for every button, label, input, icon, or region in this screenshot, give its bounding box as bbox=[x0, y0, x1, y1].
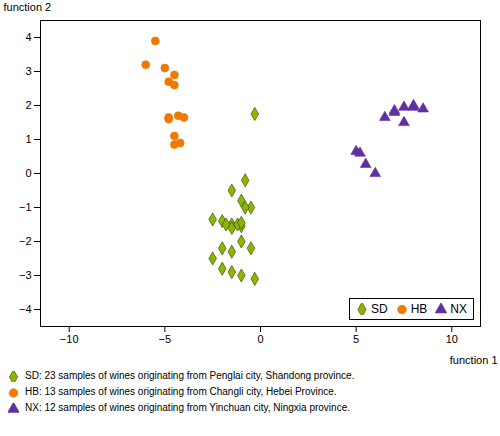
svg-text:−4: −4 bbox=[19, 303, 32, 315]
html-text:NX: NX bbox=[450, 302, 467, 316]
svg-text:−3: −3 bbox=[19, 269, 32, 281]
svg-text:3: 3 bbox=[25, 65, 31, 77]
svg-text:10: 10 bbox=[446, 333, 458, 345]
html-text:SD: 23 samples of wines origin: SD: 23 samples of wines originating from… bbox=[25, 370, 355, 381]
svg-text:−10: −10 bbox=[60, 333, 79, 345]
svg-text:function 2: function 2 bbox=[4, 1, 52, 13]
svg-text:4: 4 bbox=[25, 31, 31, 43]
html-text:HB: 13 samples of wines origin: HB: 13 samples of wines originating from… bbox=[25, 386, 337, 397]
svg-text:0: 0 bbox=[257, 333, 263, 345]
svg-text:1: 1 bbox=[25, 133, 31, 145]
html-text:NX: 12 samples of wines origin: NX: 12 samples of wines originating from… bbox=[25, 402, 350, 413]
svg-text:2: 2 bbox=[25, 99, 31, 111]
svg-text:0: 0 bbox=[25, 167, 31, 179]
svg-text:−1: −1 bbox=[19, 201, 32, 213]
svg-text:−2: −2 bbox=[19, 235, 32, 247]
svg-text:5: 5 bbox=[353, 333, 359, 345]
html-text:HB: HB bbox=[410, 302, 428, 316]
svg-text:−5: −5 bbox=[159, 333, 172, 345]
svg-text:function 1: function 1 bbox=[450, 354, 498, 366]
html-text:SD: SD bbox=[371, 302, 388, 316]
